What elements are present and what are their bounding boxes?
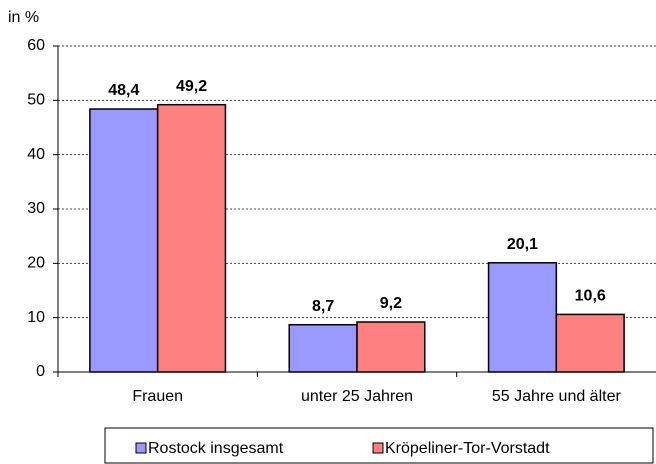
y-tick-label: 30: [27, 200, 45, 217]
legend-label: Rostock insgesamt: [148, 440, 284, 457]
y-tick-label: 50: [27, 92, 45, 109]
bar: [89, 108, 159, 373]
legend-label: Kröpeliner-Tor-Vorstadt: [385, 440, 550, 457]
y-tick-label: 0: [36, 363, 45, 380]
value-label: 9,2: [380, 295, 402, 312]
bar: [156, 103, 227, 373]
legend-swatch: [135, 442, 147, 454]
value-label: 48,4: [108, 82, 139, 99]
bar: [555, 313, 625, 373]
value-label: 20,1: [507, 236, 538, 253]
value-label: 49,2: [176, 78, 207, 95]
legend-swatch: [372, 442, 384, 454]
y-tick-label: 60: [27, 37, 45, 54]
x-tick-label: Frauen: [132, 388, 183, 405]
y-tick-label: 20: [27, 255, 45, 272]
bar: [288, 323, 358, 373]
y-axis-label: in %: [8, 9, 39, 26]
x-tick-label: unter 25 Jahren: [301, 388, 413, 405]
bar: [487, 262, 558, 373]
value-label: 10,6: [575, 288, 606, 305]
y-tick-label: 40: [27, 146, 45, 163]
y-tick-label: 10: [27, 309, 45, 326]
x-tick-label: 55 Jahre und älter: [492, 388, 622, 405]
bar: [356, 321, 426, 373]
value-label: 8,7: [312, 298, 334, 315]
